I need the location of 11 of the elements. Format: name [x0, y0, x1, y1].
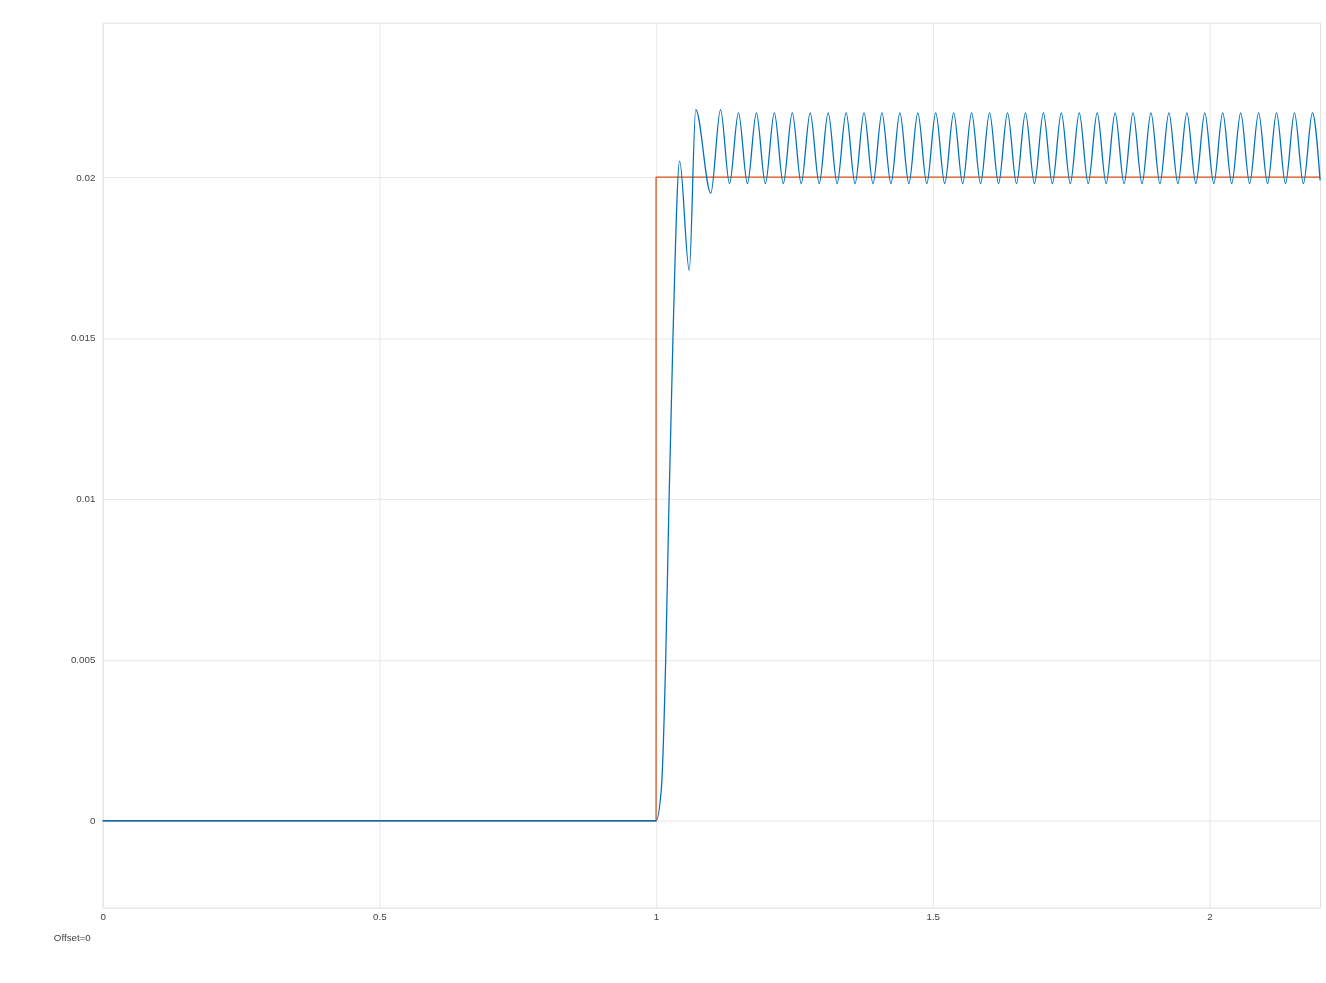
x-tick-label: 0.5 [373, 910, 388, 922]
x-tick-label: 2 [1207, 910, 1213, 922]
y-tick-label: 0 [89, 815, 96, 827]
y-tick-label: 0.015 [70, 332, 96, 344]
y-tick-label: 0.01 [76, 493, 96, 505]
x-tick-label: 0 [100, 910, 107, 922]
y-tick-label: 0.02 [76, 171, 96, 183]
y-tick-label: 0.005 [70, 654, 96, 666]
x-tick-label: 1.5 [926, 910, 941, 922]
x-tick-label: 1 [653, 910, 660, 922]
text: Offset=0 [53, 931, 92, 943]
